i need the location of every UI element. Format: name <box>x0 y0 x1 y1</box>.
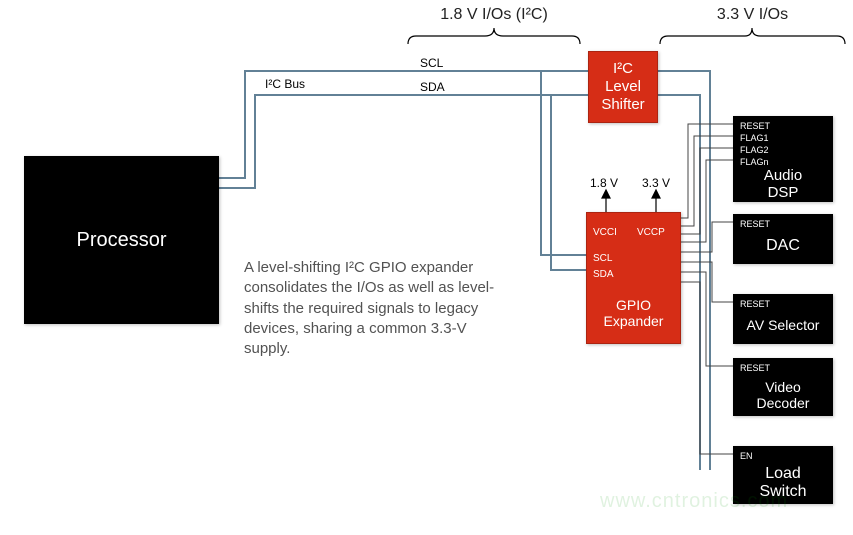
audio-dsp-flag1-pin: FLAG1 <box>740 133 769 143</box>
av-reset-pin: RESET <box>740 299 770 309</box>
av-selector-label: AV Selector <box>734 317 832 333</box>
gpio-sda-pin: SDA <box>593 269 614 280</box>
label-i2c-bus: I²C Bus <box>265 77 305 91</box>
dac-label: DAC <box>734 237 832 255</box>
video-decoder-label: Video Decoder <box>734 379 832 411</box>
audio-dsp-flagn-pin: FLAGn <box>740 157 769 167</box>
video-decoder-block: RESET Video Decoder <box>733 358 833 416</box>
level-shifter-label: I²C Level Shifter <box>601 60 644 114</box>
audio-dsp-block: RESET FLAG1 FLAG2 FLAGn Audio DSP <box>733 116 833 202</box>
gpio-expander-block: VCCI VCCP SCL SDA GPIO Expander <box>586 212 681 344</box>
watermark-text: www.cntronics.com <box>600 490 788 513</box>
description-text: A level-shifting I²C GPIO expander conso… <box>244 258 554 359</box>
gpio-18v-label: 1.8 V <box>590 176 618 190</box>
gpio-expander-label: GPIO Expander <box>587 297 680 329</box>
audio-dsp-label: Audio DSP <box>734 167 832 201</box>
processor-block: Processor <box>24 156 219 324</box>
load-en-pin: EN <box>740 451 753 461</box>
video-reset-pin: RESET <box>740 363 770 373</box>
processor-label: Processor <box>76 229 166 252</box>
gpio-scl-pin: SCL <box>593 253 612 264</box>
gpio-vcci-pin: VCCI <box>593 227 617 238</box>
dac-block: RESET DAC <box>733 214 833 264</box>
header-33v-label: 3.3 V I/Os <box>660 6 845 24</box>
audio-dsp-reset-pin: RESET <box>740 121 770 131</box>
audio-dsp-flag2-pin: FLAG2 <box>740 145 769 155</box>
dac-reset-pin: RESET <box>740 219 770 229</box>
av-selector-block: RESET AV Selector <box>733 294 833 344</box>
level-shifter-block: I²C Level Shifter <box>588 51 658 123</box>
gpio-vccp-pin: VCCP <box>637 227 665 238</box>
gpio-33v-label: 3.3 V <box>642 176 670 190</box>
label-sda: SDA <box>420 80 445 94</box>
label-scl: SCL <box>420 56 443 70</box>
header-18v-label: 1.8 V I/Os (I²C) <box>408 6 580 24</box>
